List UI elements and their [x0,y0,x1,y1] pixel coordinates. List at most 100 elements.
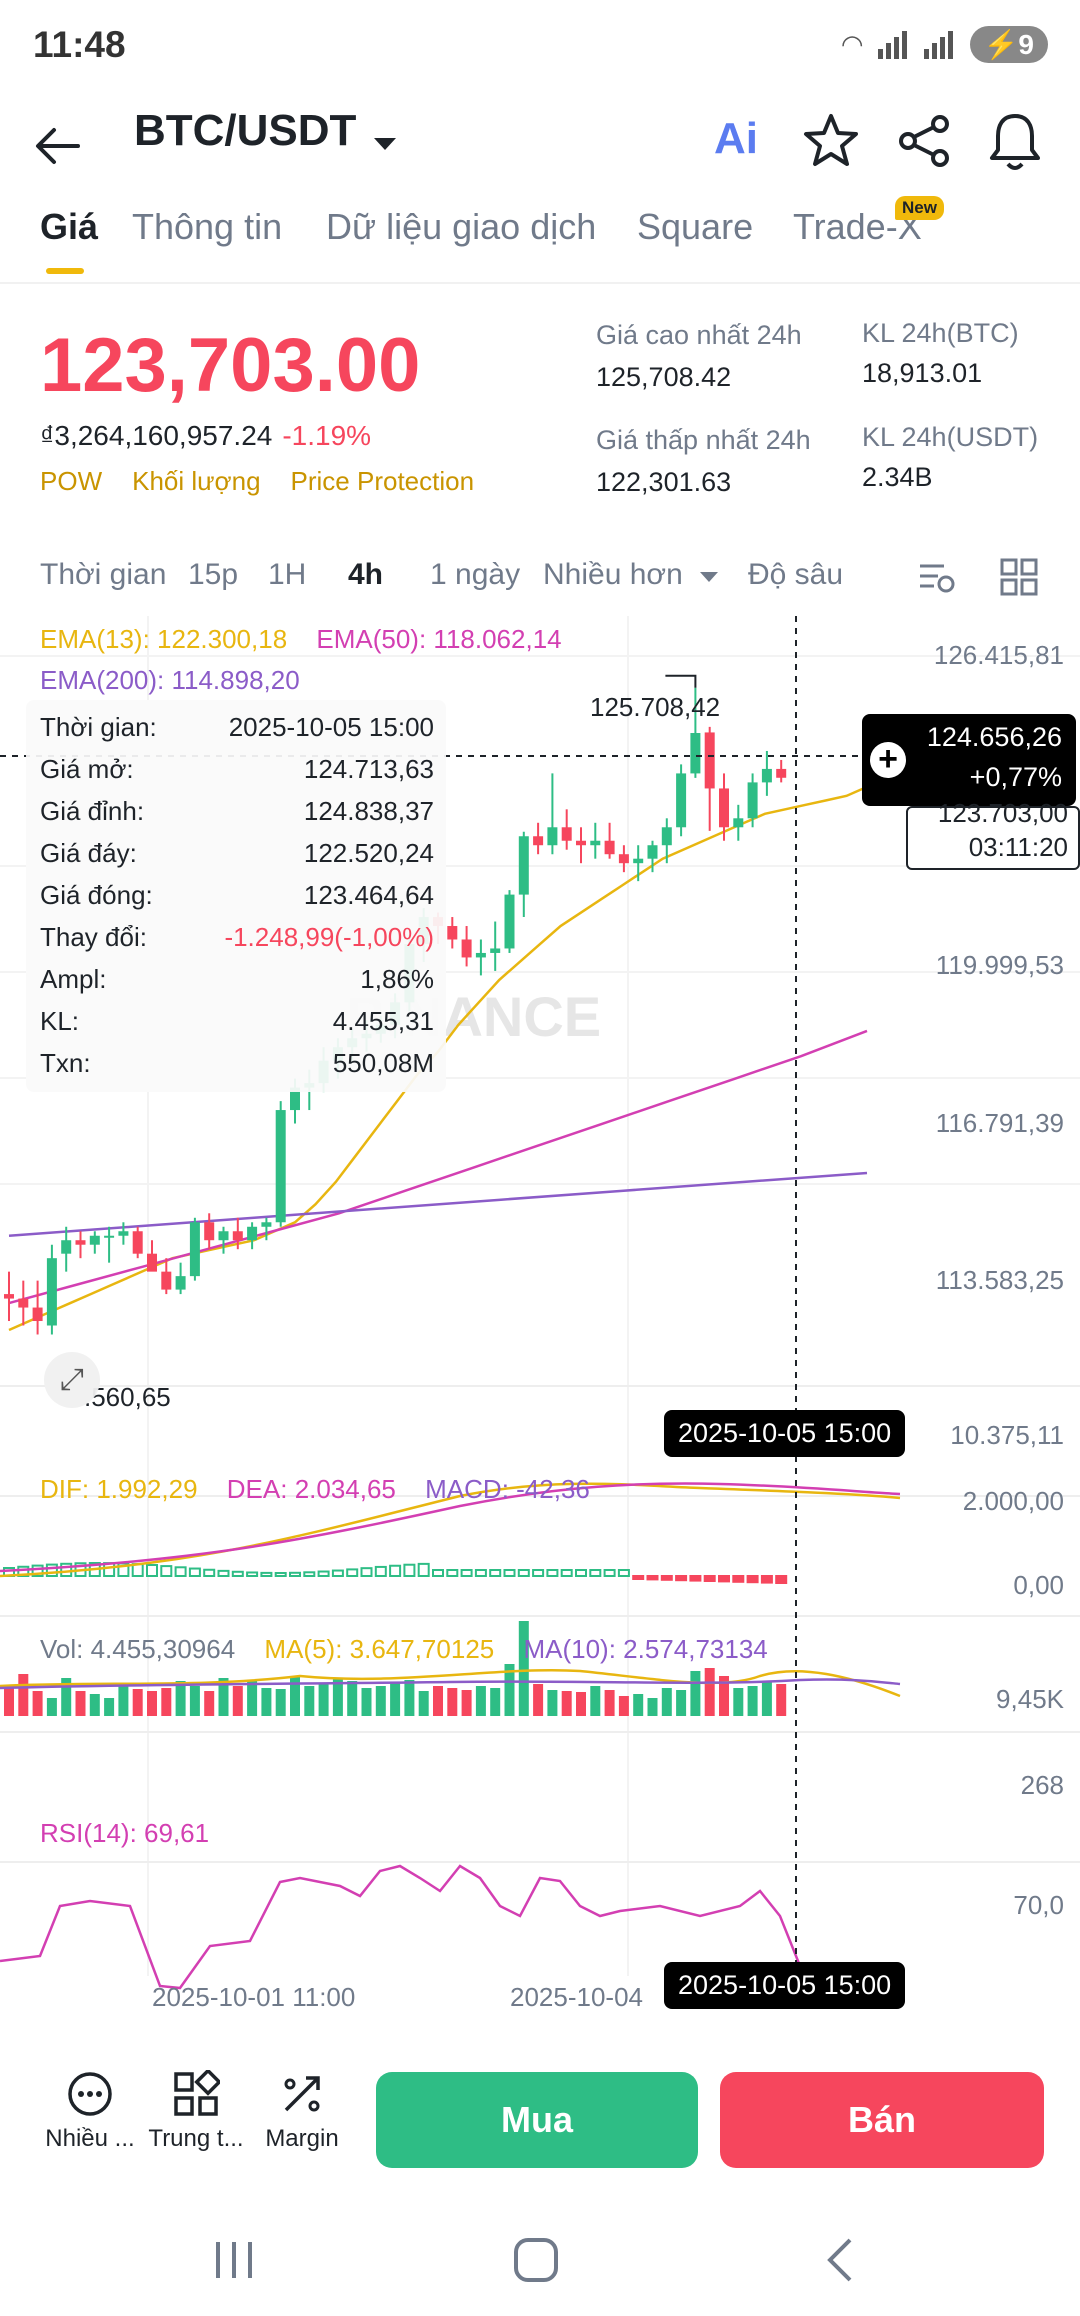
tab-price[interactable]: Giá [40,206,99,247]
chevron-down-icon[interactable] [370,134,400,154]
vol-btc-label: KL 24h(BTC) [862,318,1019,348]
macd-bar [646,1575,659,1581]
tooltip-value: 123.464,64 [303,880,434,910]
macd-bar [146,1564,158,1577]
macd-bar [346,1568,359,1578]
macd-bar [317,1570,330,1578]
buy-button[interactable]: Mua [376,2072,698,2168]
candle-body [189,1222,200,1277]
add-alert-icon[interactable]: + [870,742,906,778]
volume-bar [561,1691,572,1716]
volume-bar [290,1676,300,1716]
tf-depth[interactable]: Độ sâu [748,558,844,591]
star-icon[interactable] [800,110,862,172]
macd-bar [589,1569,602,1577]
candle-body [261,1222,272,1227]
volume-bar [690,1671,701,1716]
high-24h-label: Giá cao nhất 24h [596,320,802,350]
candle-body [676,773,687,828]
volume-bar [118,1686,129,1716]
volume-bar [747,1686,758,1716]
system-nav-bar [0,2210,1080,2316]
volume-bar [304,1686,315,1716]
volume-bar [4,1686,14,1716]
candle-body [118,1231,129,1236]
volume-bar [318,1684,329,1716]
candle-body [161,1271,172,1290]
macd-bar [532,1569,545,1577]
share-icon[interactable] [894,110,956,172]
candle-body [175,1276,186,1290]
tf-time[interactable]: Thời gian [40,558,167,591]
tf-1d[interactable]: 1 ngày [430,558,521,591]
tab-square[interactable]: Square [637,206,754,247]
battery-indicator: ⚡9 [969,26,1048,63]
macd-bar [331,1569,344,1577]
tooltip-row: Ampl: 1,86% [40,964,434,995]
candle-body [590,840,601,846]
volume-bar [761,1681,772,1716]
tooltip-label: Ampl: [40,964,107,994]
macd-bar [231,1570,244,1577]
back-arrow-icon[interactable] [28,116,88,176]
vol-y-label-2: 268 [1020,1770,1064,1800]
macd-bar [217,1569,230,1577]
macd-bar [617,1569,630,1577]
rsi-label: RSI(14): 69,61 [40,1818,210,1848]
ma5-label: MA(5): 3.647,70125 [264,1634,495,1664]
volume-bar [61,1678,72,1716]
tooltip-value: 124.838,37 [303,796,434,826]
back-nav-icon[interactable] [820,2236,860,2284]
margin-button[interactable]: Margin [252,2070,352,2153]
signal-icon-2 [923,30,956,59]
expand-chart-icon[interactable]: ⤢ [44,1352,100,1408]
volume-bar [576,1692,586,1716]
tag-volume[interactable]: Khối lượng [132,466,261,496]
macd-bar [718,1575,730,1583]
tf-1h[interactable]: 1H [268,558,307,591]
y-label-2: 119.999,53 [935,950,1064,980]
volume-bar [332,1678,343,1716]
tooltip-label: KL: [40,1006,80,1036]
candle-body [204,1222,215,1241]
y-label-5: 10.375,11 [950,1420,1064,1450]
y-label-4: 113.583,25 [935,1265,1064,1295]
dea-line [0,1482,901,1573]
volume-bar [776,1684,787,1716]
tf-more[interactable]: Nhiều hơn [543,558,683,591]
x-label-1: 2025-10-01 11:00 [152,1982,356,2012]
volume-bar [404,1680,415,1716]
dif-label: DIF: 1.992,29 [40,1474,198,1504]
indicator-settings-icon[interactable] [918,558,958,596]
volume-bar [347,1681,358,1716]
macd-bar [760,1575,773,1584]
recent-apps-icon[interactable] [212,2238,256,2282]
ai-button[interactable]: Ai [714,114,758,163]
tab-info[interactable]: Thông tin [132,206,283,247]
volume-bar [275,1689,286,1716]
fiat-value: ₫3,264,160,957.24 -1.19% [40,420,371,452]
tag-price-protection[interactable]: Price Protection [290,466,475,496]
tab-active-indicator [46,268,84,274]
layout-grid-icon[interactable] [1000,558,1038,596]
tf-15m[interactable]: 15p [188,558,239,591]
candle-body [504,894,515,949]
candle-body [576,840,586,846]
tf-4h[interactable]: 4h [348,558,384,591]
macd-bar [460,1569,473,1577]
center-button[interactable]: Trung t... [146,2068,246,2153]
tag-pow[interactable]: POW [40,466,103,496]
tab-trading-data[interactable]: Dữ liệu giao dịch [326,206,597,247]
home-icon[interactable] [512,2236,560,2284]
volume-bar [490,1688,501,1716]
volume-bar [618,1696,629,1716]
candle-body [704,732,715,789]
sell-button[interactable]: Bán [720,2072,1044,2168]
more-button[interactable]: Nhiều ... [40,2070,140,2153]
volume-bar [733,1688,744,1716]
candle-body [533,836,544,846]
bell-icon[interactable] [984,108,1046,174]
macd-bar [689,1575,702,1582]
center-label: Trung t... [148,2125,244,2152]
pair-title[interactable]: BTC/USDT [134,106,357,155]
